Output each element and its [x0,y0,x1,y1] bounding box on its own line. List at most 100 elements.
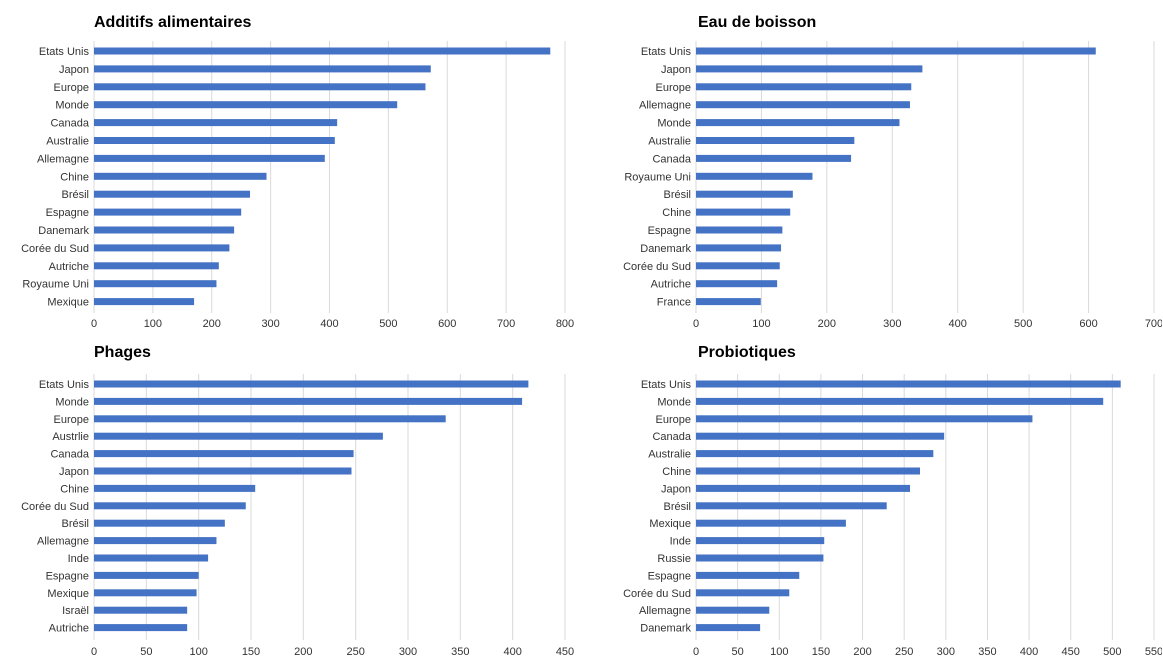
category-label: Australie [46,136,89,148]
bar [94,415,446,423]
x-tick-label: 50 [732,646,744,658]
bar [94,432,383,440]
bar [94,190,251,198]
category-label: Monde [55,396,89,408]
category-label: Danemark [640,623,691,635]
category-label: Austrlie [52,431,89,443]
x-tick-label: 200 [203,318,221,330]
category-label: Japon [59,466,89,478]
x-tick-label: 300 [399,646,417,658]
x-tick-labels: 0 100 200 300 400 500 600 700 [693,318,1162,330]
x-tick-label: 400 [1020,646,1038,658]
x-tick-label: 350 [978,646,996,658]
bar [94,280,217,288]
bar [94,571,199,579]
bar [696,450,934,458]
bar [696,624,761,632]
category-label: Europe [54,414,89,426]
category-label: Chine [60,483,89,495]
category-label: Autriche [49,261,89,273]
chart-title: Phages [94,344,151,361]
bar [696,119,900,127]
x-tick-label: 700 [1145,318,1162,330]
category-labels: Etats Unis Japon Europe Allemagne Monde Austr… [623,46,692,309]
category-label: Allemagne [639,605,691,617]
bar [94,154,325,162]
bar [94,298,195,306]
x-tick-label: 250 [346,646,364,658]
category-label: Royaume Uni [22,279,89,291]
category-label: Royaume Uni [624,171,691,183]
bar [94,624,188,632]
x-tick-label: 350 [451,646,469,658]
bar [696,380,1121,388]
category-label: Israël [62,605,89,617]
bar [696,519,846,527]
category-label: Allemagne [639,100,691,112]
x-tick-label: 0 [91,318,97,330]
x-tick-labels: 0 50 100 150 200 250 300 350 400 450 [91,646,574,658]
category-label: Australie [648,449,691,461]
bar [696,554,824,562]
bar [94,397,523,405]
category-label: Espagne [648,570,691,582]
x-tick-label: 200 [294,646,312,658]
bar [94,519,225,527]
x-tick-label: 700 [497,318,515,330]
x-tick-label: 600 [1079,318,1097,330]
category-labels: Etats Unis Japon Europe Monde Canada Australi… [21,46,90,309]
chart-svg: 0 50 100 150 200 250 300 350 400 450 500 550 Etats U… [623,374,1162,658]
bar [94,589,197,597]
bar [94,83,426,91]
x-tick-label: 200 [853,646,871,658]
category-label: Chine [60,171,89,183]
bar [94,119,338,127]
bar [696,172,813,180]
x-tick-label: 300 [883,318,901,330]
category-label: Mexique [649,518,691,530]
bar [696,484,911,492]
category-label: Allemagne [37,536,89,548]
x-tick-label: 250 [895,646,913,658]
bars [94,47,551,306]
bar [696,154,852,162]
bar [696,190,793,198]
x-tick-label: 100 [770,646,788,658]
x-tick-label: 150 [242,646,260,658]
chart-additifs-alimentaires: Additifs alimentaires 0 100 200 300 400 500 60… [0,0,581,330]
x-tick-label: 50 [140,646,152,658]
x-tick-label: 500 [1014,318,1032,330]
chart-probiotiques: Probiotiques 0 50 100 150 200 250 300 350 400 450… [581,330,1162,660]
category-label: Chine [662,207,691,219]
chart-title: Additifs alimentaires [94,14,252,31]
category-labels: Etats Unis Monde Europe Austrlie Canada Japon… [21,379,90,635]
bar [94,537,217,545]
chart-svg: 0 100 200 300 400 500 600 700 800 Etats Unis Japon… [21,41,574,330]
bar [94,208,242,216]
bar [94,47,551,55]
category-label: Etats Unis [641,379,692,391]
bars [94,380,529,632]
bar [94,137,335,144]
x-tick-label: 0 [693,318,699,330]
category-labels: Etats Unis Monde Europe Canada Australie Chin… [623,379,692,635]
bar [94,172,267,180]
chart-title: Eau de boisson [698,14,817,31]
bar [696,280,778,288]
category-label: Espagne [46,207,89,219]
bar [696,467,921,475]
x-tick-label: 550 [1145,646,1162,658]
bar [94,554,209,562]
bar [696,502,887,510]
bar [696,47,1096,55]
x-tick-label: 400 [320,318,338,330]
category-label: Autriche [651,279,691,291]
category-label: Brésil [663,189,691,201]
category-label: Monde [657,118,691,130]
bar [696,137,855,144]
bar [696,606,770,614]
category-label: Etats Unis [39,46,90,58]
x-tick-labels: 0 100 200 300 400 500 600 700 800 [91,318,574,330]
category-label: Allemagne [37,153,89,165]
bar [696,262,780,270]
